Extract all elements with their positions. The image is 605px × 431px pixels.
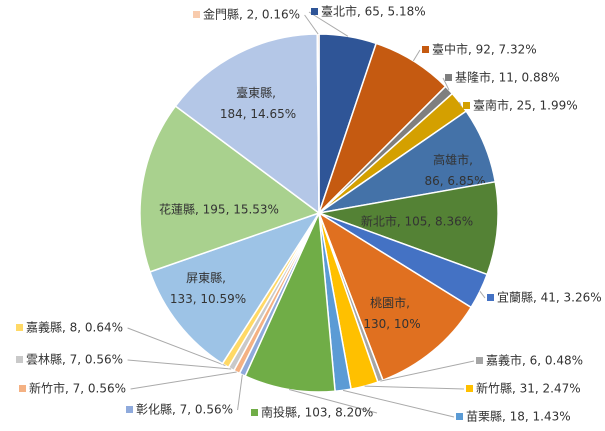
leader-line <box>412 49 421 62</box>
data-label: 南投縣, 103, 8.20% <box>261 405 373 420</box>
legend-swatch <box>311 8 318 15</box>
data-label: 雲林縣, 7, 0.56% <box>26 353 123 367</box>
data-label: 嘉義縣, 8, 0.64% <box>26 320 123 335</box>
pie-slice <box>139 105 321 273</box>
legend-swatch <box>456 413 463 420</box>
label-line: 130, 10% <box>363 317 420 331</box>
data-label: 臺南市, 25, 1.99% <box>473 98 578 113</box>
data-label: 臺北市, 65, 5.18% <box>321 4 426 19</box>
pie-slice <box>317 211 473 382</box>
legend-swatch <box>126 406 133 413</box>
legend-swatch <box>16 356 23 363</box>
leader-line <box>237 374 243 411</box>
data-label: 新竹縣, 31, 2.47% <box>476 381 581 396</box>
leader-line <box>308 11 349 37</box>
data-label: 屏東縣, 133, 10.59% <box>170 271 246 306</box>
leader-line <box>127 327 226 367</box>
label-line: 133, 10.59% <box>170 292 246 306</box>
data-label: 臺中市, 92, 7.32% <box>432 42 537 57</box>
label-line: 屏東縣, <box>186 271 230 285</box>
data-label: 桃園市, 130, 10% <box>363 295 420 331</box>
pie-slice <box>316 180 499 276</box>
legend-swatch <box>487 294 494 301</box>
data-label: 基隆市, 11, 0.88% <box>455 70 560 85</box>
data-label: 嘉義市, 6, 0.48% <box>486 353 583 368</box>
label-line: 184, 14.65% <box>220 107 296 121</box>
data-label: 宜蘭縣, 41, 3.26% <box>497 290 602 305</box>
legend-swatch <box>422 46 429 53</box>
data-label: 花蓮縣, 195, 15.53% <box>159 202 279 217</box>
label-line: 臺東縣, <box>236 85 280 100</box>
data-label: 臺東縣, 184, 14.65% <box>220 85 296 121</box>
legend-swatch <box>466 385 473 392</box>
label-line: 桃園市, <box>370 295 414 310</box>
data-label: 新竹市, 7, 0.56% <box>29 381 126 396</box>
leader-line <box>380 360 475 382</box>
legend-swatch <box>16 324 23 331</box>
leader-line <box>130 371 237 390</box>
pie-slice <box>149 211 321 365</box>
pie-slice <box>244 210 336 393</box>
leader-line <box>342 389 455 418</box>
legend-swatch <box>476 357 483 364</box>
data-label: 新北市, 105, 8.36% <box>361 214 473 229</box>
legend-swatch <box>19 385 26 392</box>
leader-line <box>364 385 465 390</box>
leader-line <box>442 77 450 91</box>
data-label: 彰化縣, 7, 0.56% <box>136 402 233 417</box>
leader-line <box>479 290 486 299</box>
data-label: 苗栗縣, 18, 1.43% <box>466 410 571 424</box>
data-label: 金門縣, 2, 0.16% <box>203 7 300 22</box>
legend-swatch <box>445 74 452 81</box>
legend-swatch <box>251 409 258 416</box>
pie-slice <box>174 33 320 215</box>
legend-swatch <box>463 102 470 109</box>
leader-line <box>304 14 319 35</box>
leader-line <box>459 101 462 107</box>
label-line: 86, 6.85% <box>424 174 485 188</box>
leader-line <box>127 359 232 370</box>
legend-swatch <box>193 11 200 18</box>
leader-line <box>289 389 378 414</box>
data-label: 高雄市, 86, 6.85% <box>424 152 485 188</box>
label-line: 高雄市, <box>433 152 477 167</box>
